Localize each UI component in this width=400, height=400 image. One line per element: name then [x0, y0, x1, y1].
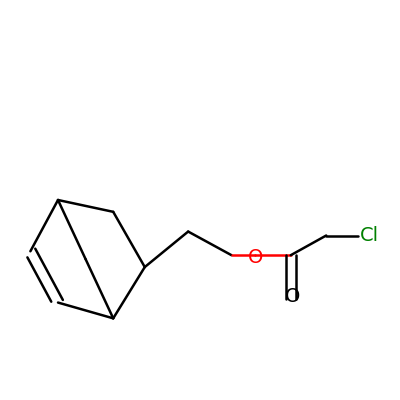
- Text: Cl: Cl: [360, 226, 379, 245]
- Text: O: O: [248, 248, 263, 267]
- Text: O: O: [285, 287, 300, 306]
